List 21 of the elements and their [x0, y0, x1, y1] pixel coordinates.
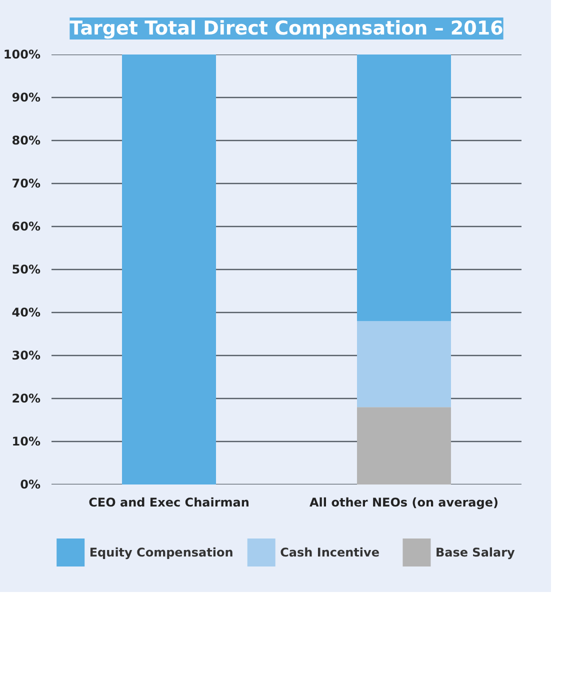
- y-tick-label: 10%: [12, 434, 41, 448]
- x-tick-label: All other NEOs (on average): [310, 496, 498, 510]
- legend-label: Equity Compensation: [89, 546, 234, 560]
- chart-title: Target Total Direct Compensation – 2016: [70, 18, 504, 40]
- y-tick-label: 40%: [12, 306, 41, 320]
- y-tick-label: 0%: [20, 478, 40, 492]
- y-tick-label: 20%: [12, 392, 41, 406]
- y-tick-label: 80%: [12, 134, 41, 148]
- bar: [357, 54, 451, 322]
- legend-label: Base Salary: [435, 546, 516, 560]
- x-tick-label: CEO and Exec Chairman: [88, 496, 250, 510]
- y-tick-label: 100%: [3, 48, 41, 62]
- y-tick-label: 50%: [12, 262, 41, 276]
- bar: [357, 407, 451, 484]
- legend-label: Cash Incentive: [280, 546, 380, 560]
- bar: [122, 54, 216, 484]
- y-tick-label: 70%: [12, 176, 41, 190]
- y-tick-label: 90%: [12, 90, 41, 104]
- y-tick-label: 30%: [12, 348, 41, 362]
- y-tick-label: 60%: [12, 220, 41, 234]
- bar: [357, 321, 451, 408]
